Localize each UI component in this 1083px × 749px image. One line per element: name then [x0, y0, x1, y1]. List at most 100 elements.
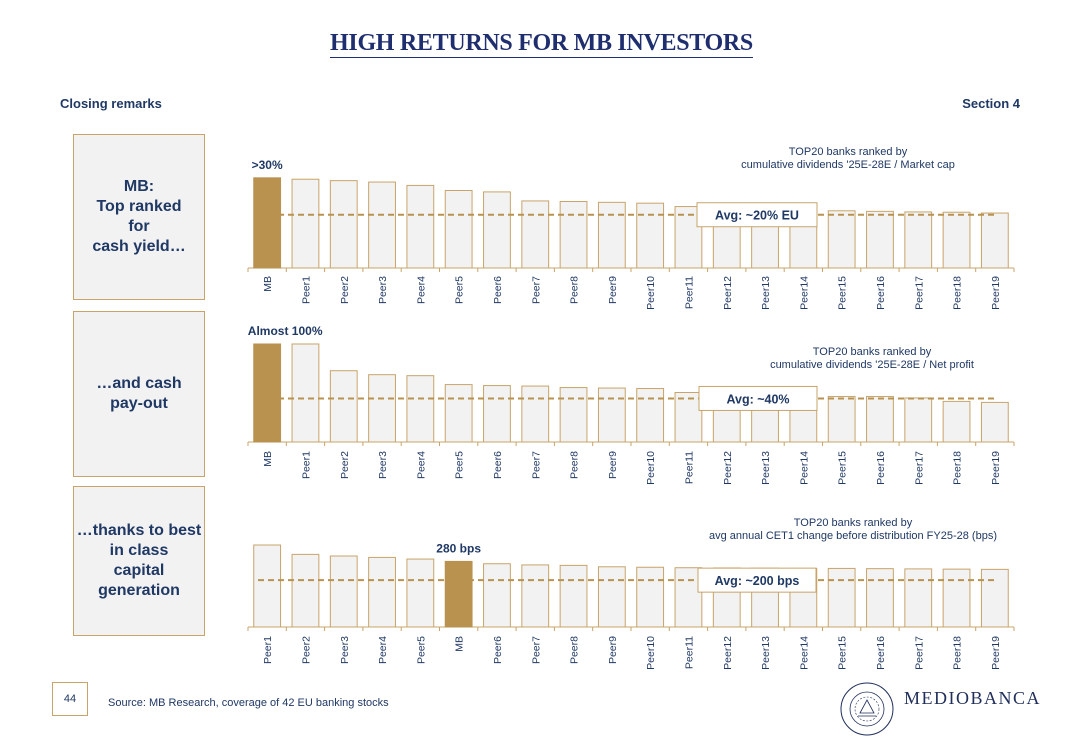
- bar-peer7: [521, 200, 550, 269]
- tick-label-peer4: Peer4: [415, 451, 427, 479]
- bar-peer11: [674, 567, 703, 628]
- average-label-box: [697, 567, 817, 593]
- bar-peer19: [980, 401, 1009, 443]
- bar-peer2: [329, 180, 358, 269]
- average-label-box: [698, 385, 818, 411]
- left-header: Closing remarks: [60, 96, 162, 111]
- logo-text: MEDIOBANCA: [904, 688, 1042, 708]
- tick-label-peer8: Peer8: [569, 636, 581, 664]
- tick-label-peer14: Peer14: [798, 276, 810, 310]
- mediobanca-seal-icon: [840, 682, 894, 736]
- tick-label-peer13: Peer13: [760, 276, 772, 310]
- chart-title-line: cumulative dividends '25E-28E / Net prof…: [770, 359, 974, 371]
- bar-peer5: [444, 384, 473, 443]
- bar-peer8: [559, 387, 588, 443]
- bar-peer15: [827, 210, 856, 269]
- tick-label-peer7: Peer7: [530, 451, 542, 479]
- tick-label-peer18: Peer18: [952, 451, 964, 485]
- tick-label-peer8: Peer8: [569, 451, 581, 479]
- bar-peer10: [636, 566, 665, 628]
- bar-peer10: [636, 202, 665, 269]
- tick-label-peer18: Peer18: [952, 636, 964, 670]
- tick-label-peer9: Peer9: [607, 451, 619, 479]
- tick-label-peer3: Peer3: [339, 636, 351, 664]
- bar-peer17: [904, 397, 933, 443]
- tick-label-peer11: Peer11: [683, 276, 695, 309]
- bar-peer4: [406, 375, 435, 443]
- bar-peer5: [444, 190, 473, 269]
- bar-peer18: [942, 400, 971, 443]
- tick-label-peer19: Peer19: [990, 276, 1002, 310]
- tick-label-peer17: Peer17: [913, 636, 925, 670]
- tick-label-peer6: Peer6: [492, 636, 504, 664]
- chart-title-line: TOP20 banks ranked by: [789, 146, 908, 158]
- tick-label-peer13: Peer13: [760, 451, 772, 485]
- bar-peer19: [980, 568, 1009, 628]
- side-box-cash-payout: …and cash pay-out: [73, 311, 205, 477]
- highlight-label: Almost 100%: [248, 324, 323, 338]
- page-title: HIGH RETURNS FOR MB INVESTORS: [330, 30, 753, 58]
- tick-label-peer3: Peer3: [377, 451, 389, 479]
- tick-label-peer12: Peer12: [722, 451, 734, 485]
- average-label: Avg: ~20% EU: [715, 209, 799, 223]
- bar-peer15: [827, 395, 856, 443]
- bar-peer17: [904, 568, 933, 628]
- tick-label-peer11: Peer11: [683, 636, 695, 669]
- average-label: Avg: ~40%: [726, 392, 789, 406]
- tick-label-peer13: Peer13: [760, 636, 772, 670]
- bar-peer3: [329, 555, 358, 628]
- bar-peer17: [904, 211, 933, 269]
- tick-label-peer7: Peer7: [530, 636, 542, 664]
- bar-peer9: [597, 387, 626, 443]
- tick-label-peer12: Peer12: [722, 636, 734, 670]
- bar-peer2: [291, 553, 320, 628]
- bar-peer7: [521, 385, 550, 443]
- tick-label-peer3: Peer3: [377, 276, 389, 304]
- bar-peer6: [483, 385, 511, 443]
- tick-label-peer17: Peer17: [913, 451, 925, 485]
- tick-label-peer18: Peer18: [952, 276, 964, 310]
- bar-peer3: [368, 181, 396, 269]
- tick-label-peer14: Peer14: [798, 451, 810, 485]
- bar-peer7: [521, 564, 550, 628]
- average-label-box: [696, 202, 818, 228]
- bar-mb: [444, 560, 473, 628]
- tick-label-peer15: Peer15: [837, 636, 849, 670]
- tick-label-peer2: Peer2: [339, 451, 351, 479]
- tick-label-peer4: Peer4: [415, 276, 427, 304]
- tick-label-peer16: Peer16: [875, 276, 887, 310]
- bar-peer2: [329, 370, 358, 443]
- tick-label-peer1: Peer1: [300, 276, 312, 304]
- bar-peer1: [291, 343, 320, 443]
- side-box-cash-yield: MB: Top ranked for cash yield…: [73, 134, 205, 300]
- page-number: 44: [52, 682, 88, 716]
- bar-peer1: [253, 544, 282, 628]
- bar-mb: [253, 343, 282, 443]
- average-label: Avg: ~200 bps: [715, 574, 800, 588]
- tick-label-peer1: Peer1: [262, 636, 274, 664]
- tick-label-peer2: Peer2: [339, 276, 351, 304]
- bar-peer8: [559, 564, 588, 628]
- bar-peer6: [483, 191, 511, 269]
- bar-peer4: [368, 556, 396, 628]
- bar-peer9: [597, 201, 626, 269]
- tick-label-mb: MB: [262, 451, 274, 467]
- chart-title-line: TOP20 banks ranked by: [794, 517, 913, 529]
- bar-peer8: [559, 200, 588, 269]
- tick-label-peer11: Peer11: [683, 451, 695, 484]
- tick-label-peer10: Peer10: [645, 276, 657, 310]
- highlight-label: >30%: [252, 158, 283, 172]
- bar-peer11: [674, 392, 703, 443]
- bar-peer19: [980, 212, 1009, 269]
- bar-peer16: [866, 395, 894, 443]
- bar-peer18: [942, 211, 971, 269]
- bar-peer3: [368, 374, 396, 443]
- tick-label-peer16: Peer16: [875, 451, 887, 485]
- bar-peer18: [942, 568, 971, 628]
- tick-label-peer5: Peer5: [454, 451, 466, 479]
- tick-label-peer17: Peer17: [913, 276, 925, 310]
- chart-title-line: avg annual CET1 change before distributi…: [709, 530, 997, 542]
- bar-peer9: [597, 566, 626, 628]
- tick-label-peer6: Peer6: [492, 276, 504, 304]
